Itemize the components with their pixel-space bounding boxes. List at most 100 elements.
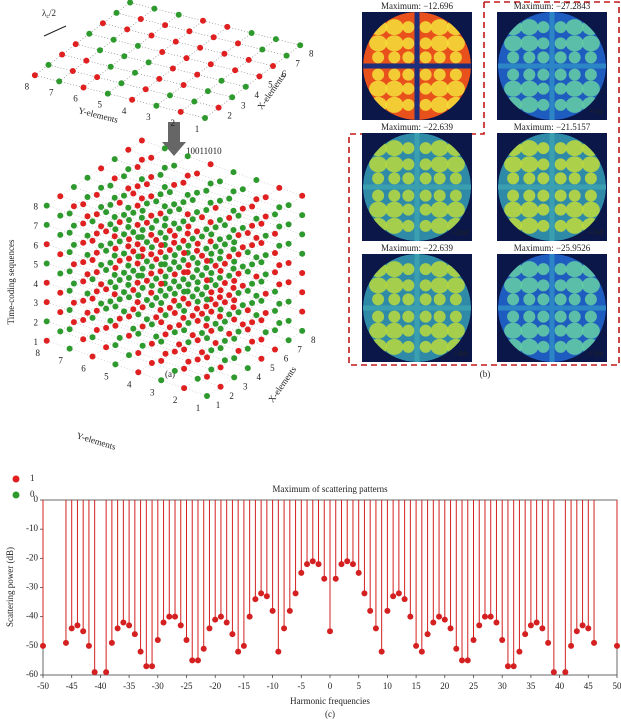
element-dot: [262, 310, 269, 316]
element-dot: [107, 221, 114, 228]
element-dot: [180, 179, 187, 186]
map-lobe: [523, 293, 536, 306]
stem-marker: [591, 639, 598, 646]
y-axis-label: Scattering power (dB): [5, 547, 15, 627]
element-dot: [72, 41, 79, 48]
element-dot: [191, 98, 198, 105]
element-dot: [180, 218, 187, 225]
element-dot: [226, 311, 233, 318]
element-dot: [203, 322, 210, 329]
element-dot: [297, 42, 304, 49]
element-dot: [207, 180, 214, 187]
element-dot: [93, 269, 100, 276]
stem-marker: [149, 663, 156, 670]
element-dot: [207, 161, 214, 168]
element-dot: [239, 302, 246, 309]
lattice-line: [87, 293, 248, 349]
element-dot: [107, 298, 114, 305]
stem-marker: [355, 569, 362, 576]
element-dot: [239, 205, 246, 212]
element-dot: [189, 274, 196, 281]
element-dot: [98, 184, 105, 191]
element-dot: [93, 249, 100, 256]
element-dot: [242, 83, 249, 90]
element-dot: [89, 218, 96, 225]
element-dot: [208, 366, 215, 373]
map-lobe: [402, 142, 415, 155]
element-dot: [139, 323, 146, 330]
element-dot: [221, 299, 228, 306]
map-lobe: [537, 203, 550, 216]
element-dot: [126, 352, 132, 359]
stem-marker: [516, 648, 523, 655]
lattice-line: [128, 188, 289, 244]
element-dot: [166, 304, 173, 311]
element-dot: [203, 264, 210, 271]
element-dot: [143, 239, 150, 246]
lattice-line: [60, 254, 221, 310]
map-lobe: [537, 98, 550, 111]
y-tick-label: 8: [35, 348, 40, 358]
element-dot: [171, 181, 178, 188]
map-lobe: [419, 37, 432, 50]
element-dot: [126, 255, 132, 262]
element-dot: [235, 212, 242, 219]
map-lobe: [419, 172, 432, 185]
lattice-line: [114, 236, 276, 292]
map-lobe: [520, 277, 539, 294]
x-tick-label: 7: [295, 59, 300, 69]
element-dot: [135, 350, 142, 356]
element-dot: [176, 341, 183, 348]
element-dot: [272, 288, 278, 295]
element-dot: [181, 307, 188, 314]
stem-marker: [585, 625, 592, 632]
map-lobe: [504, 80, 523, 97]
element-dot: [249, 242, 256, 249]
lattice-line: [60, 234, 221, 291]
element-dot: [121, 250, 127, 257]
element-dot: [135, 369, 142, 376]
stem-marker: [407, 613, 414, 620]
lattice-line: [87, 312, 248, 369]
element-dot: [204, 315, 210, 322]
element-dot: [70, 280, 77, 287]
element-dot: [194, 298, 201, 305]
lattice-line: [87, 177, 248, 234]
map-lobe: [565, 201, 584, 218]
element-dot: [249, 300, 256, 306]
stem-marker: [154, 637, 161, 643]
element-dot: [145, 59, 152, 66]
map-lobe: [430, 261, 449, 278]
map-lobe: [430, 201, 449, 218]
x-tick-label: 15: [412, 681, 422, 691]
element-dot: [194, 375, 201, 382]
map-lobe: [537, 37, 550, 50]
lattice-line: [87, 274, 248, 330]
element-dot: [259, 46, 266, 53]
map-lobe: [520, 35, 539, 52]
element-dot: [134, 164, 141, 170]
stem-marker: [481, 613, 488, 620]
x-tick-label: 5: [270, 363, 275, 373]
element-dot: [80, 239, 87, 246]
x-tick-label: 5: [268, 79, 273, 89]
element-dot: [230, 246, 237, 253]
map-lobe: [385, 217, 404, 234]
element-dot: [116, 334, 123, 341]
map-lobe: [568, 293, 581, 306]
element-dot: [197, 44, 204, 51]
map-lobe: [385, 261, 404, 278]
element-dot: [66, 326, 73, 333]
element-dot: [158, 242, 165, 249]
element-dot: [135, 253, 142, 260]
stem-marker: [281, 625, 288, 632]
element-dot: [169, 65, 176, 72]
stem-marker: [550, 669, 557, 676]
map-lobe: [430, 322, 449, 339]
element-dot: [148, 212, 155, 219]
element-dot: [217, 267, 224, 274]
element-dot: [162, 331, 169, 338]
element-dot: [148, 231, 155, 238]
element-dot: [112, 284, 119, 291]
element-dot: [111, 233, 118, 240]
